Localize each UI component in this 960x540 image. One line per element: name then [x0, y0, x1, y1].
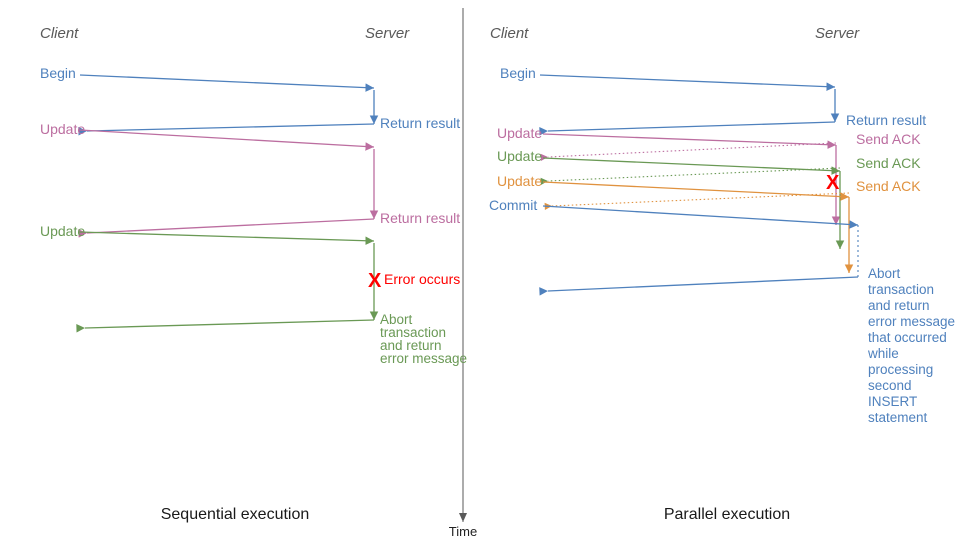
- svg-text:Send ACK: Send ACK: [856, 155, 921, 171]
- svg-text:that occurred: that occurred: [868, 330, 947, 345]
- svg-text:Update: Update: [497, 125, 542, 141]
- svg-text:Abort: Abort: [868, 266, 901, 281]
- svg-text:Begin: Begin: [500, 65, 536, 81]
- svg-text:Error occurs: Error occurs: [384, 271, 460, 287]
- svg-text:error message: error message: [868, 314, 955, 329]
- svg-text:Send ACK: Send ACK: [856, 131, 921, 147]
- svg-text:INSERT: INSERT: [868, 394, 917, 409]
- svg-text:processing: processing: [868, 362, 933, 377]
- svg-text:Update: Update: [40, 223, 85, 239]
- svg-text:X: X: [826, 172, 840, 194]
- svg-text:Send ACK: Send ACK: [856, 178, 921, 194]
- svg-text:Sequential execution: Sequential execution: [161, 506, 310, 523]
- svg-text:Server: Server: [365, 25, 410, 42]
- svg-text:Client: Client: [40, 25, 79, 42]
- svg-text:and return: and return: [868, 298, 930, 313]
- svg-text:Return result: Return result: [380, 115, 460, 131]
- svg-text:X: X: [368, 270, 382, 292]
- svg-text:Commit: Commit: [489, 197, 537, 213]
- svg-text:Update: Update: [497, 173, 542, 189]
- svg-text:second: second: [868, 378, 912, 393]
- svg-text:Return result: Return result: [846, 112, 926, 128]
- svg-text:Update: Update: [497, 148, 542, 164]
- svg-text:error message: error message: [380, 351, 467, 366]
- svg-text:while: while: [867, 346, 899, 361]
- svg-text:statement: statement: [868, 410, 928, 425]
- svg-text:Parallel execution: Parallel execution: [664, 506, 790, 523]
- svg-text:Time: Time: [449, 524, 477, 539]
- svg-text:Update: Update: [40, 121, 85, 137]
- svg-text:Client: Client: [490, 25, 529, 42]
- svg-text:Return result: Return result: [380, 210, 460, 226]
- svg-text:Begin: Begin: [40, 65, 76, 81]
- svg-text:transaction: transaction: [868, 282, 934, 297]
- svg-text:Server: Server: [815, 25, 860, 42]
